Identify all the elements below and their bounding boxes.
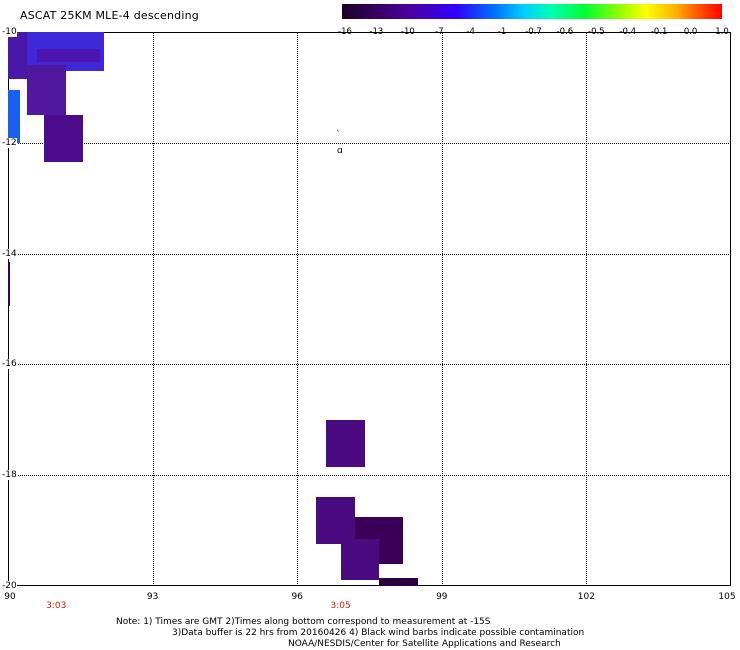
latitude-tick-label: -14 [2, 248, 17, 259]
measurement-time-label: 3:05 [330, 601, 351, 611]
latitude-gridline [8, 253, 731, 255]
map-plot-area [8, 32, 731, 586]
measurement-time-label: 3:03 [46, 601, 67, 611]
longitude-gridline [297, 32, 299, 586]
data-cell [326, 419, 365, 467]
latitude-gridline [8, 475, 731, 477]
longitude-tick-label: 102 [577, 592, 595, 602]
latitude-gridline [8, 142, 731, 144]
longitude-gridline [152, 32, 154, 586]
longitude-tick-label: 105 [718, 592, 736, 602]
longitude-tick-label: 99 [436, 592, 448, 602]
data-cell [27, 65, 66, 116]
longitude-tick-label: 96 [291, 592, 303, 602]
note-line-2: 3)Data buffer is 22 hrs from 20160426 4)… [172, 628, 585, 638]
latitude-tick-label: -10 [2, 27, 17, 37]
longitude-tick-label: 93 [146, 592, 159, 602]
wind-barb-mark: ɑ [337, 146, 343, 156]
map-title: ASCAT 25KM MLE-4 descending [20, 9, 199, 22]
data-cell [8, 90, 21, 143]
note-line-3: NOAA/NESDIS/Center for Satellite Applica… [288, 639, 561, 649]
latitude-tick-label: -12 [2, 137, 17, 148]
latitude-tick-label: -16 [2, 359, 17, 370]
latitude-gridline [8, 364, 731, 366]
data-cell [379, 577, 418, 586]
longitude-gridline [441, 32, 443, 586]
longitude-gridline [586, 32, 588, 586]
data-cell [316, 497, 356, 545]
longitude-tick-label: 90 [4, 592, 16, 602]
data-cell [44, 115, 83, 163]
latitude-tick-label: -20 [2, 581, 17, 591]
data-cell [340, 538, 380, 581]
note-line-1: Note: 1) Times are GMT 2)Times along bot… [116, 617, 491, 627]
data-cell [8, 261, 11, 307]
wind-barb-mark: ` [336, 130, 341, 140]
data-cell [36, 48, 100, 63]
latitude-tick-label: -18 [2, 470, 17, 481]
color-scale-bar [342, 4, 722, 19]
